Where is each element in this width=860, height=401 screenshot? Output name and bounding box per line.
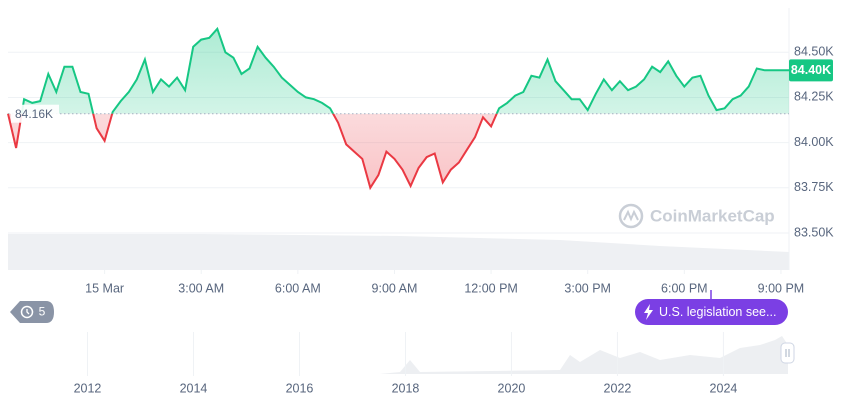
navigator-tick-label: 2018 bbox=[392, 381, 420, 395]
x-tick-label: 9:00 AM bbox=[372, 281, 418, 295]
x-tick-label: 3:00 AM bbox=[178, 281, 224, 295]
y-tick-label: 84.50K bbox=[794, 45, 834, 59]
navigator-tick-label: 2020 bbox=[498, 381, 526, 395]
current-badge bbox=[789, 59, 833, 82]
x-tick-label: 6:00 AM bbox=[275, 281, 321, 295]
navigator-tick-label: 2012 bbox=[74, 381, 102, 395]
current-label: 84.40K bbox=[791, 63, 831, 77]
price-line-up bbox=[7, 26, 789, 114]
baseline-label-bg bbox=[11, 104, 59, 123]
y-tick-label: 83.50K bbox=[794, 225, 834, 239]
y-tick-label: 84.00K bbox=[794, 135, 834, 149]
watermark-text: CoinMarketCap bbox=[650, 206, 775, 225]
y-tick-label: 84.25K bbox=[794, 90, 834, 104]
x-tick-label: 15 Mar bbox=[85, 281, 124, 295]
x-tick-label: 9:00 PM bbox=[758, 281, 805, 295]
x-tick-label: 6:00 PM bbox=[661, 281, 708, 295]
history-badge[interactable]: 5 bbox=[10, 301, 54, 323]
y-tick-label: 83.75K bbox=[794, 180, 834, 194]
area-down bbox=[8, 113, 497, 188]
event-badge[interactable]: U.S. legislation see... bbox=[635, 290, 788, 325]
navigator-tick-label: 2022 bbox=[604, 381, 632, 395]
navigator-handle[interactable] bbox=[780, 342, 795, 364]
x-tick-label: 3:00 PM bbox=[564, 281, 611, 295]
volume-area bbox=[8, 234, 789, 270]
watermark: CoinMarketCap bbox=[618, 203, 775, 229]
area-up bbox=[8, 28, 789, 114]
navigator-tick-label: 2016 bbox=[286, 381, 314, 395]
baseline-label: 84.16K bbox=[15, 107, 53, 121]
history-count: 5 bbox=[39, 305, 46, 319]
event-label: U.S. legislation see... bbox=[659, 305, 776, 319]
x-tick-label: 12:00 PM bbox=[464, 281, 518, 295]
navigator-area bbox=[8, 336, 788, 374]
navigator-tick-label: 2014 bbox=[180, 381, 208, 395]
price-line-down bbox=[7, 113, 498, 191]
navigator-tick-label: 2024 bbox=[710, 381, 738, 395]
